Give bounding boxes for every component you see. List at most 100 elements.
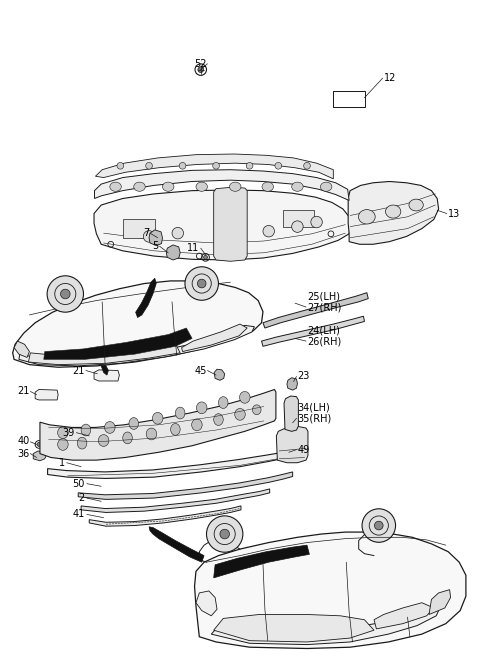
Polygon shape — [166, 245, 180, 260]
Text: 35(RH): 35(RH) — [298, 413, 332, 423]
Polygon shape — [181, 324, 247, 352]
Polygon shape — [333, 91, 364, 107]
Polygon shape — [194, 532, 466, 649]
Polygon shape — [214, 369, 225, 380]
Circle shape — [37, 443, 41, 446]
Circle shape — [146, 163, 153, 169]
Bar — [283, 211, 314, 227]
Polygon shape — [211, 608, 439, 645]
Polygon shape — [284, 396, 299, 432]
Ellipse shape — [129, 418, 139, 430]
Text: 21: 21 — [17, 386, 29, 396]
Ellipse shape — [196, 402, 207, 414]
Text: 41: 41 — [72, 510, 84, 520]
Ellipse shape — [292, 182, 303, 192]
Ellipse shape — [81, 424, 91, 436]
Text: 21: 21 — [72, 365, 84, 375]
Circle shape — [198, 67, 204, 73]
Ellipse shape — [170, 424, 180, 436]
Polygon shape — [33, 451, 46, 461]
Circle shape — [304, 163, 311, 169]
Circle shape — [179, 163, 186, 169]
Polygon shape — [276, 426, 308, 462]
Ellipse shape — [146, 428, 157, 440]
Ellipse shape — [235, 409, 245, 420]
Text: 49: 49 — [298, 445, 310, 455]
Ellipse shape — [409, 199, 423, 211]
Text: 26(RH): 26(RH) — [307, 336, 341, 346]
Polygon shape — [214, 545, 310, 578]
Circle shape — [206, 516, 243, 552]
Circle shape — [213, 163, 219, 169]
Ellipse shape — [262, 182, 274, 192]
Ellipse shape — [196, 182, 207, 192]
Polygon shape — [149, 527, 204, 562]
Ellipse shape — [214, 414, 223, 426]
Circle shape — [60, 289, 70, 298]
Polygon shape — [48, 449, 299, 478]
Circle shape — [263, 226, 275, 237]
Ellipse shape — [385, 205, 401, 218]
Text: 1: 1 — [59, 458, 65, 468]
Polygon shape — [78, 472, 293, 499]
Polygon shape — [19, 325, 254, 366]
Text: 12: 12 — [384, 73, 396, 83]
Polygon shape — [35, 390, 58, 400]
Polygon shape — [94, 370, 120, 381]
Circle shape — [172, 228, 183, 239]
Circle shape — [144, 231, 155, 242]
Ellipse shape — [110, 182, 121, 192]
Text: 25(LH): 25(LH) — [307, 292, 340, 302]
Circle shape — [275, 163, 282, 169]
Circle shape — [362, 509, 396, 543]
Polygon shape — [287, 378, 298, 390]
Circle shape — [374, 522, 383, 530]
Text: 45: 45 — [194, 365, 206, 375]
Polygon shape — [95, 170, 349, 201]
Text: 52: 52 — [194, 59, 206, 69]
Ellipse shape — [252, 405, 261, 415]
Ellipse shape — [359, 210, 375, 224]
Text: 27(RH): 27(RH) — [307, 302, 341, 312]
Circle shape — [311, 216, 323, 228]
Ellipse shape — [192, 419, 202, 431]
Ellipse shape — [218, 397, 228, 409]
Ellipse shape — [98, 435, 109, 446]
Polygon shape — [348, 182, 439, 244]
Polygon shape — [28, 344, 180, 365]
Circle shape — [47, 276, 84, 312]
Polygon shape — [214, 188, 247, 261]
Ellipse shape — [58, 427, 68, 439]
Bar — [333, 91, 365, 107]
Polygon shape — [96, 154, 333, 179]
Polygon shape — [262, 316, 364, 346]
Text: 36: 36 — [17, 449, 29, 459]
Circle shape — [292, 221, 303, 232]
Polygon shape — [12, 281, 263, 367]
Ellipse shape — [175, 407, 185, 419]
Polygon shape — [374, 603, 434, 629]
Polygon shape — [94, 351, 108, 375]
Text: 39: 39 — [62, 428, 75, 438]
Circle shape — [220, 529, 229, 539]
Circle shape — [246, 163, 253, 169]
Text: 5: 5 — [152, 241, 158, 251]
Circle shape — [204, 255, 207, 259]
Ellipse shape — [134, 182, 145, 192]
Bar — [123, 219, 156, 237]
Circle shape — [117, 163, 124, 169]
Ellipse shape — [229, 182, 241, 192]
Polygon shape — [136, 278, 156, 318]
Text: 13: 13 — [448, 209, 460, 218]
Text: 11: 11 — [187, 243, 199, 253]
Polygon shape — [94, 190, 351, 260]
Ellipse shape — [321, 182, 332, 192]
Ellipse shape — [153, 413, 163, 424]
Polygon shape — [196, 591, 217, 616]
Polygon shape — [14, 341, 29, 358]
Ellipse shape — [58, 439, 68, 450]
Text: 2: 2 — [78, 493, 84, 503]
Polygon shape — [429, 590, 451, 615]
Text: 24(LH): 24(LH) — [307, 325, 340, 336]
Polygon shape — [44, 328, 192, 359]
